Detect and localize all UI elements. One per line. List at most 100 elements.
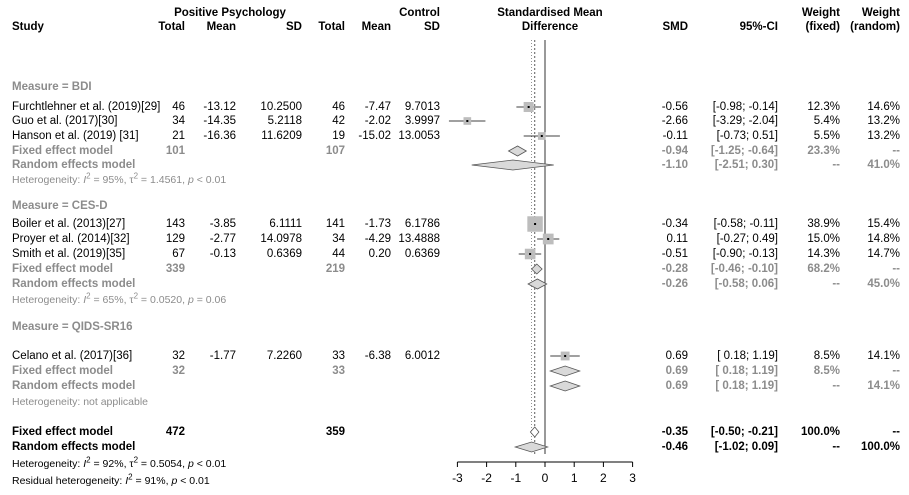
x-tick-label: -1 — [510, 471, 521, 485]
overall-fixed-weight-fixed: 100.0% — [800, 426, 840, 438]
study-weight-random: 13.2% — [867, 115, 900, 127]
subgroup-random-smd: -1.10 — [661, 159, 688, 171]
pos-total: 34 — [172, 115, 185, 127]
study-weight-random: 14.1% — [867, 350, 900, 362]
study-smd: 0.69 — [665, 350, 688, 362]
ctrl-sd: 3.9997 — [404, 115, 440, 127]
overall-fixed-diamond — [529, 426, 540, 438]
study-ci: [-0.90; -0.13] — [712, 248, 778, 260]
subgroup-fixed-ctrl-total: 33 — [332, 365, 345, 377]
subgroup-fixed-pos-total: 32 — [172, 365, 185, 377]
study-smd: 0.11 — [666, 233, 688, 245]
overall-random-weight-random: 100.0% — [860, 441, 900, 453]
group-label: Measure = BDI — [12, 81, 92, 93]
pos-mean: -14.35 — [203, 115, 236, 127]
ctrl-mean: -15.02 — [358, 130, 391, 142]
subgroup-fixed-smd: -0.28 — [661, 263, 688, 275]
pos-mean-header: Mean — [206, 21, 236, 33]
study-smd: -0.34 — [661, 218, 688, 230]
subgroup-random-ci: [ 0.18; 1.19] — [715, 380, 778, 392]
subgroup-heterogeneity: Heterogeneity: not applicable — [12, 396, 149, 408]
study-name: Furchtlehner et al. (2019)[29] — [12, 101, 161, 113]
subgroup-fixed-pos-total: 101 — [165, 145, 185, 157]
ctrl-sd: 0.6369 — [404, 248, 440, 260]
pos-sd: 11.6209 — [261, 130, 302, 142]
subgroup-fixed-pos-total: 339 — [165, 263, 185, 275]
x-tick-label: 2 — [600, 471, 607, 485]
positive-psychology-header: Positive Psychology — [174, 7, 286, 19]
pos-total: 143 — [165, 218, 185, 230]
subgroup-heterogeneity: Heterogeneity: I2 = 65%, τ2 = 0.0520, p … — [12, 291, 227, 306]
subgroup-fixed-diamond — [530, 263, 543, 275]
subgroup-fixed-ci: [-0.46; -0.10] — [710, 263, 778, 275]
group-label: Measure = QIDS-SR16 — [12, 321, 133, 333]
pos-mean: -16.36 — [203, 130, 236, 142]
pos-total: 67 — [172, 248, 185, 260]
subgroup-random-weight-random: 45.0% — [867, 278, 900, 290]
subgroup-fixed-label: Fixed effect model — [12, 145, 113, 157]
pos-sd: 6.1111 — [269, 218, 302, 230]
pos-sd-header: SD — [286, 21, 302, 33]
ctrl-sd: 13.4888 — [398, 233, 440, 245]
study-smd: -0.11 — [662, 130, 688, 142]
subgroup-fixed-label: Fixed effect model — [12, 263, 113, 275]
ctrl-total: 42 — [332, 115, 345, 127]
x-tick-label: -3 — [452, 471, 463, 485]
weight-random-header: Weight — [861, 7, 900, 19]
subgroup-random-smd: -0.26 — [661, 278, 688, 290]
study-weight-fixed: 12.3% — [807, 101, 840, 113]
overall-random-label: Random effects model — [12, 441, 136, 453]
x-tick-label: 0 — [542, 471, 549, 485]
subgroup-random-diamond — [548, 380, 581, 392]
subgroup-random-weight-random: 41.0% — [867, 159, 900, 171]
study-point — [547, 238, 550, 240]
subgroup-random-diamond — [471, 159, 554, 171]
weight-fixed-header: Weight — [801, 7, 840, 19]
overall-random-diamond — [513, 441, 549, 453]
study-weight-random: 15.4% — [867, 218, 900, 230]
subgroup-fixed-ci: [ 0.18; 1.19] — [715, 365, 778, 377]
smd-header: SMD — [662, 21, 688, 33]
subgroup-fixed-smd: 0.69 — [665, 365, 688, 377]
study-name: Celano et al. (2017)[36] — [12, 350, 133, 362]
study-weight-fixed: 8.5% — [813, 350, 840, 362]
group-label: Measure = CES-D — [12, 200, 108, 212]
subgroup-random-weight-fixed: -- — [832, 380, 840, 392]
study-ci: [ 0.18; 1.19] — [717, 350, 778, 362]
ctrl-total: 34 — [332, 233, 345, 245]
x-tick-label: 1 — [571, 471, 578, 485]
pos-total: 129 — [165, 233, 185, 245]
overall-fixed-smd: -0.35 — [661, 426, 688, 438]
subgroup-fixed-diamond — [548, 365, 581, 377]
subgroup-fixed-weight-random: -- — [892, 263, 900, 275]
pos-mean: -0.13 — [209, 248, 236, 260]
study-ci: [-0.27; 0.49] — [716, 233, 778, 245]
overall-fixed-weight-random: -- — [892, 426, 900, 438]
study-weight-random: 14.6% — [867, 101, 900, 113]
subgroup-random-weight-fixed: -- — [832, 278, 840, 290]
ctrl-mean: -6.38 — [364, 350, 391, 362]
study-weight-random: 13.2% — [867, 130, 900, 142]
overall-fixed-ci: [-0.50; -0.21] — [710, 426, 778, 438]
study-ci: [-3.29; -2.04] — [712, 115, 778, 127]
study-point — [540, 135, 543, 137]
subgroup-random-diamond — [527, 278, 548, 290]
control-header: Control — [399, 7, 440, 19]
ctrl-sd: 13.0053 — [398, 130, 440, 142]
ctrl-sd: 6.0012 — [404, 350, 440, 362]
subgroup-fixed-weight-fixed: 8.5% — [813, 365, 840, 377]
ctrl-mean: -4.29 — [364, 233, 391, 245]
subgroup-fixed-diamond — [507, 145, 528, 157]
subgroup-fixed-weight-random: -- — [892, 145, 900, 157]
study-point — [466, 120, 469, 122]
overall-random-ci: [-1.02; 0.09] — [714, 441, 778, 453]
subgroup-fixed-ctrl-total: 219 — [325, 263, 345, 275]
subgroup-fixed-weight-fixed: 23.3% — [807, 145, 840, 157]
pos-sd: 10.2500 — [260, 101, 302, 113]
pos-sd: 14.0978 — [260, 233, 302, 245]
subgroup-random-label: Random effects model — [12, 278, 136, 290]
study-name: Boiler et al. (2013)[27] — [12, 218, 126, 230]
pos-total: 21 — [172, 130, 185, 142]
study-name: Hanson et al. (2019) [31] — [12, 130, 139, 142]
